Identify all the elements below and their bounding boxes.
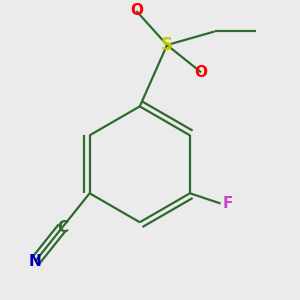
Text: O: O (195, 65, 208, 80)
Text: F: F (222, 196, 233, 211)
Text: N: N (29, 254, 41, 269)
Text: S: S (161, 36, 173, 54)
Text: C: C (57, 220, 68, 235)
Text: O: O (130, 4, 143, 19)
